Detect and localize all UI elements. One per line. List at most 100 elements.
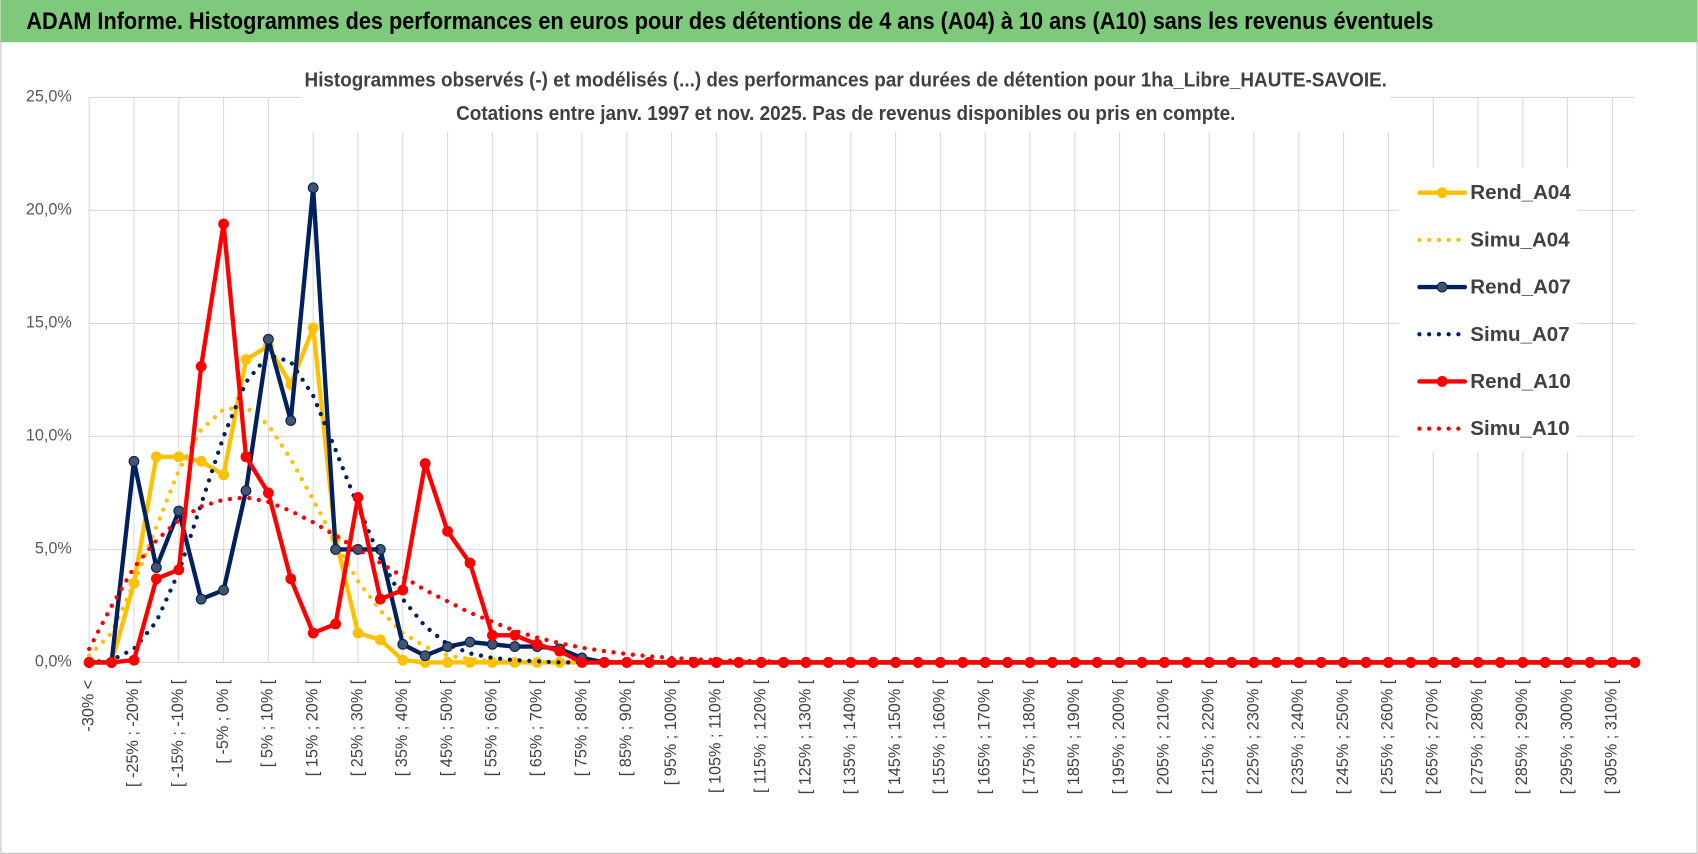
x-tick-label: [ 105% ; 110% [ [707,679,725,793]
x-tick-label: [ 135% ; 140% [ [841,679,859,794]
legend-marker [1436,187,1448,199]
series-line [87,495,1637,665]
data-point [285,415,297,427]
data-point [643,657,655,668]
data-point [218,469,229,481]
data-point [173,564,185,576]
data-point [374,593,386,605]
x-tick-label: [ -5% ; 0% [ [214,679,232,763]
data-point [330,544,341,555]
y-tick-label: 25,0% [26,88,72,106]
data-point [307,182,319,194]
y-tick-label: 10,0% [26,427,72,445]
data-point [173,451,185,463]
legend-bg [1398,167,1578,452]
x-tick-label: [ 25% ; 30% [ [348,679,366,776]
y-tick-label: 0,0% [35,653,72,671]
legend: Rend_A04 Simu_A04 Rend_A07 Simu_A07 Rend_A10… [1398,167,1578,452]
chart-title: ADAM Informe. Histogrammes des performan… [26,8,1433,35]
x-tick-label: [ -15% ; -10% [ [169,679,187,787]
legend-label: Simu_A10 [1470,417,1569,440]
legend-label: Simu_A07 [1470,323,1569,346]
x-tick-label: [ 65% ; 70% [ [527,679,545,776]
data-point [262,333,274,345]
x-tick-label: [ -25% ; -20% [ [124,679,142,787]
subtitle-bg [301,64,1391,133]
data-point [218,584,229,596]
data-point [419,458,431,469]
data-point [352,627,364,639]
data-point [128,654,140,666]
data-point [1584,657,1596,668]
x-tick-label: [ 35% ; 40% [ [393,679,411,776]
x-tick-label: [ 55% ; 60% [ [483,679,501,776]
x-tick-label: [ 245% ; 250% [ [1334,679,1352,794]
x-tick-label: [ 175% ; 180% [ [1020,679,1038,794]
data-point [195,455,207,467]
x-tick-label: [ 265% ; 270% [ [1423,679,1441,794]
x-tick-label: [ 85% ; 90% [ [617,679,635,776]
data-point [576,657,588,668]
x-tick-label: -30% < [79,680,97,732]
y-tick-label: 15,0% [26,314,72,332]
data-point [464,657,476,668]
data-point [442,657,453,668]
data-point [330,618,341,630]
x-tick-label: [ 165% ; 170% [ [975,679,993,794]
x-tick-label: [ 125% ; 130% [ [796,679,814,794]
x-tick-label: [ 195% ; 200% [ [1110,679,1128,794]
x-tick-label: [ 235% ; 240% [ [1289,679,1307,794]
data-point [1629,657,1641,668]
legend-label: Rend_A10 [1470,370,1571,393]
data-point [509,641,521,653]
data-point [106,657,117,668]
data-point [150,562,162,573]
legend-label: Simu_A04 [1470,228,1570,251]
data-point [397,654,409,666]
x-tick-label: [ 305% ; 310% [ [1603,679,1621,794]
x-tick-label: [ 225% ; 230% [ [1244,679,1262,794]
x-tick-label: [ 115% ; 120% [ [751,679,769,793]
data-point [307,627,319,639]
x-tick-label: [ 15% ; 20% [ [303,679,321,776]
x-tick-label: [ 215% ; 220% [ [1199,679,1217,794]
series-line [87,221,1637,665]
x-tick-label: [ 95% ; 100% [ [662,679,680,785]
x-tick-label: [ 75% ; 80% [ [572,679,590,776]
data-point [262,487,274,499]
legend-marker [1436,281,1448,293]
header-bar [0,0,1698,43]
data-point [464,636,476,648]
x-tick-label: [ 295% ; 300% [ [1558,679,1576,794]
data-point [240,451,252,463]
legend-marker [1436,376,1448,387]
data-point [150,451,162,463]
data-point [621,657,633,668]
x-tick-label: [ 5% ; 10% [ [259,679,277,767]
data-point [531,638,543,650]
data-point [83,657,95,668]
data-point [173,505,185,517]
chart-subtitle: Histogrammes observés (-) et modélisés (… [305,69,1387,92]
legend-label: Rend_A07 [1470,276,1571,299]
data-point [397,584,409,596]
data-point [195,360,207,372]
data-point [352,492,364,503]
data-point [464,557,476,569]
legend-label: Rend_A04 [1470,181,1571,204]
data-point [218,218,229,230]
data-point [419,650,431,662]
x-tick-label: [ 285% ; 290% [ [1513,679,1531,794]
data-point [150,573,162,585]
data-point [374,634,386,646]
data-point [307,322,319,334]
x-tick-label: [ 45% ; 50% [ [438,679,456,776]
data-point [195,593,207,605]
data-point [598,657,610,668]
data-point [397,638,409,650]
data-point [486,638,498,650]
x-tick-label: [ 275% ; 280% [ [1468,679,1486,794]
data-point [285,573,297,585]
x-tick-label: [ 145% ; 150% [ [886,679,904,794]
